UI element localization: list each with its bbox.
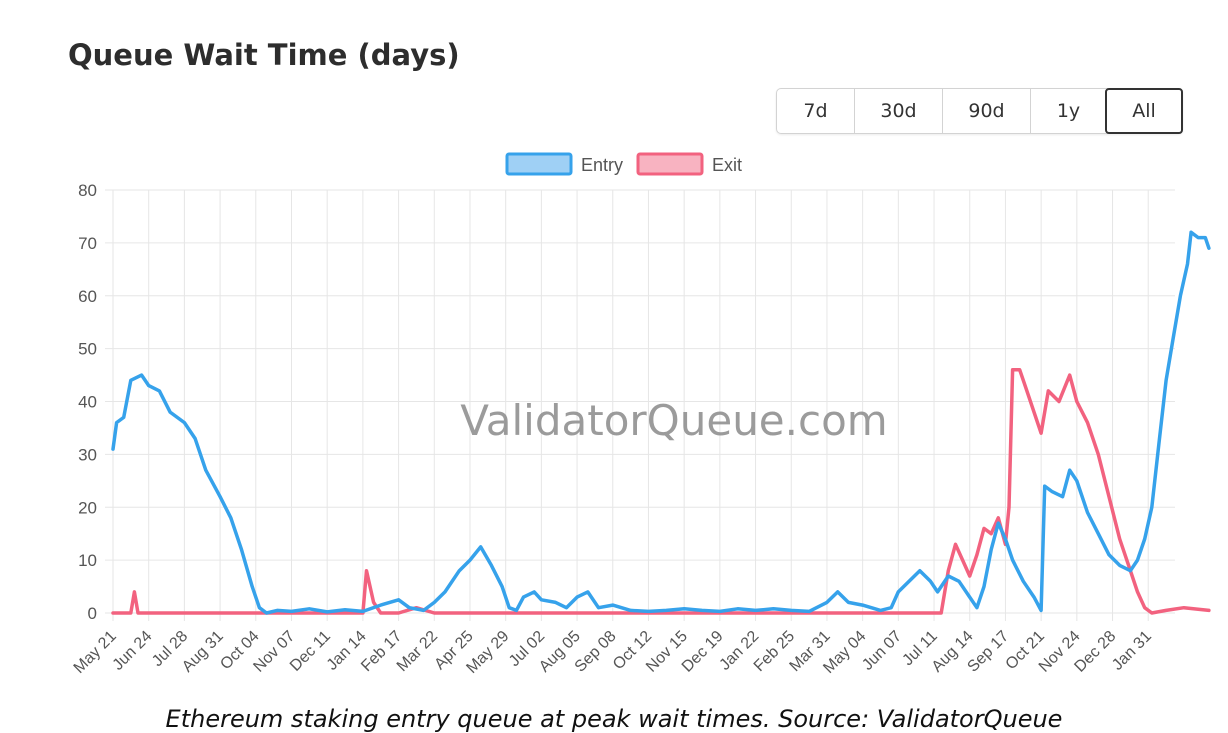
exit-series-line — [111, 368, 1211, 615]
y-tick-label: 40 — [78, 393, 97, 412]
watermark-text: ValidatorQueue.com — [460, 396, 887, 445]
legend-entry-swatch — [505, 152, 573, 176]
range-1y-button[interactable]: 1y — [1031, 89, 1107, 133]
legend-exit-swatch — [636, 152, 704, 176]
x-tick-label: May 21 — [71, 628, 120, 677]
y-tick-label: 0 — [88, 604, 97, 623]
range-all-button[interactable]: All — [1105, 88, 1183, 134]
legend-exit-label: Exit — [712, 155, 742, 175]
y-tick-label: 70 — [78, 234, 97, 253]
time-range-selector: 7d 30d 90d 1y All — [776, 88, 1183, 134]
x-tick-label: Jan 31 — [1109, 628, 1155, 674]
x-tick-label: Mar 22 — [394, 628, 441, 675]
figure-caption: Ethereum staking entry queue at peak wai… — [165, 705, 1063, 733]
x-tick-label: Jun 07 — [859, 628, 905, 674]
range-90d-button[interactable]: 90d — [943, 89, 1031, 133]
y-tick-label: 60 — [78, 287, 97, 306]
y-tick-label: 20 — [78, 498, 97, 517]
x-tick-label: Jun 24 — [110, 628, 156, 674]
entry-series-line — [111, 230, 1211, 615]
chart-title: Queue Wait Time (days) — [68, 38, 460, 72]
x-tick-label: Dec 11 — [287, 628, 334, 675]
y-tick-label: 50 — [78, 340, 97, 359]
range-30d-button[interactable]: 30d — [855, 89, 943, 133]
y-tick-label: 30 — [78, 445, 97, 464]
y-tick-label: 10 — [78, 551, 97, 570]
legend-entry-label: Entry — [581, 155, 623, 175]
range-7d-button[interactable]: 7d — [777, 89, 855, 133]
y-tick-label: 80 — [78, 181, 97, 200]
